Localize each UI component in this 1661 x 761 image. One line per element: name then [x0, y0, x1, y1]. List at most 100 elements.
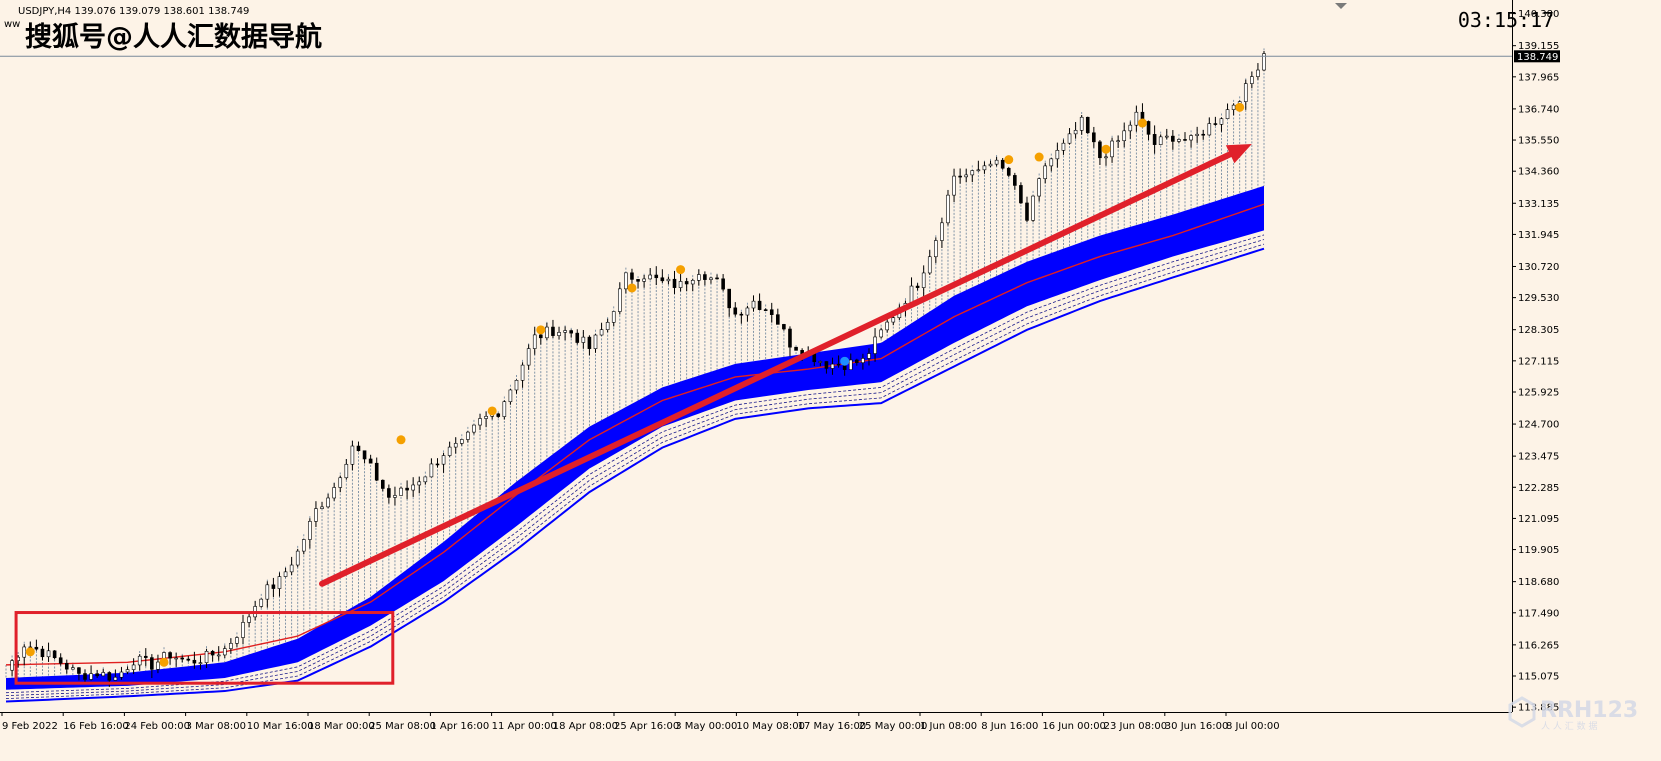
candle-body — [1098, 141, 1102, 159]
y-tick-label: 113.885 — [1518, 703, 1559, 714]
x-tick-label: 10 Mar 16:00 — [247, 721, 314, 732]
candle-body — [1049, 158, 1054, 167]
candle-body — [776, 314, 780, 325]
candle-body — [970, 170, 975, 176]
x-tick-label: 18 Mar 00:00 — [308, 721, 375, 732]
candle-body — [836, 363, 841, 366]
candle-body — [380, 479, 385, 489]
candle-body — [186, 658, 191, 661]
axis-layer: 140.380 139.155 137.965 136.740 135.550 134.3… — [0, 0, 1560, 732]
y-tick-label: 117.490 — [1518, 608, 1559, 619]
y-tick-label: 115.075 — [1518, 672, 1559, 683]
y-tick-label: 119.905 — [1518, 545, 1559, 556]
x-tick-label: 9 Feb 2022 — [2, 721, 58, 732]
candle-body — [1037, 178, 1041, 197]
x-tick-label: 25 May 00:00 — [859, 721, 928, 732]
candle-body — [1019, 185, 1023, 204]
candle-body — [1031, 195, 1035, 221]
candle-body — [137, 655, 142, 666]
candle-body — [915, 285, 920, 288]
candle-body — [1128, 124, 1133, 132]
candle-body — [466, 431, 470, 440]
candle-body — [283, 571, 288, 577]
candle-body — [569, 330, 573, 334]
candle-body — [709, 277, 713, 280]
x-tick-label: 11 Apr 00:00 — [492, 721, 557, 732]
candle-body — [697, 274, 701, 281]
candle-body — [1092, 132, 1096, 143]
candle-body — [958, 175, 962, 178]
y-tick-label: 133.135 — [1518, 199, 1559, 210]
annotation-layer — [14, 102, 1252, 685]
candle-body — [143, 655, 148, 658]
candle-body — [374, 462, 379, 481]
candle-body — [393, 495, 397, 498]
candle-body — [107, 672, 112, 681]
candle-body — [794, 346, 798, 351]
candle-body — [532, 334, 537, 349]
candle-body — [1219, 118, 1224, 125]
candle-body — [940, 222, 944, 241]
candle-body — [453, 443, 458, 448]
candle-body — [769, 309, 774, 315]
candle-body — [435, 463, 440, 466]
y-tick-label: 136.740 — [1518, 104, 1559, 115]
x-tick-label: 17 May 16:00 — [798, 721, 867, 732]
x-tick-label: 23 Jun 08:00 — [1104, 721, 1168, 732]
candle-body — [587, 336, 592, 349]
signal-dot-orange — [1101, 144, 1111, 154]
y-tick-label: 129.530 — [1518, 293, 1559, 304]
candle-body — [684, 281, 689, 285]
x-tick-label: 24 Feb 00:00 — [124, 721, 190, 732]
candle-body — [241, 622, 245, 638]
candle-body — [368, 458, 373, 464]
signal-dot-orange — [536, 325, 546, 335]
y-tick-label: 123.475 — [1518, 452, 1559, 463]
candle-body — [848, 359, 853, 370]
candle-body — [508, 389, 513, 403]
candle-body — [271, 584, 276, 589]
candle-body — [277, 576, 282, 589]
candle-body — [95, 673, 99, 677]
candle-body — [71, 667, 75, 670]
candle-body — [387, 488, 391, 498]
candle-body — [1231, 104, 1236, 110]
candle-body — [757, 300, 762, 310]
candle-body — [1243, 83, 1248, 102]
y-tick-label: 128.305 — [1518, 325, 1559, 336]
candle-body — [909, 285, 914, 304]
hexagon-logo-icon — [1508, 696, 1536, 728]
ma-dashed-line — [5, 234, 1265, 694]
candle-body — [356, 445, 361, 452]
candle-body — [745, 307, 750, 316]
candle-body — [10, 660, 14, 671]
candle-body — [593, 334, 598, 349]
candle-body — [703, 274, 707, 280]
candle-body — [235, 637, 239, 644]
candle-body — [994, 159, 999, 165]
candle-body — [1213, 123, 1218, 125]
candle-body — [690, 280, 695, 285]
candle-body — [447, 446, 452, 456]
candle-body — [265, 584, 270, 600]
signal-dot-orange — [1004, 155, 1014, 165]
candle-body — [332, 487, 336, 499]
x-tick-label: 1 Jun 08:00 — [920, 721, 977, 732]
candle-body — [751, 300, 756, 309]
trend-arrow-shaft — [319, 151, 1234, 587]
candle-body — [891, 317, 896, 323]
y-tick-label: 134.360 — [1518, 167, 1559, 178]
candle-body — [131, 664, 136, 670]
candle-body — [581, 336, 586, 343]
candle-body — [259, 598, 264, 607]
y-tick-label: 121.095 — [1518, 514, 1559, 525]
y-tick-label: 124.700 — [1518, 420, 1559, 431]
candle-body — [934, 240, 938, 258]
candle-body — [1043, 165, 1048, 179]
candle-body — [1177, 139, 1181, 142]
candle-body — [1055, 150, 1060, 160]
candle-body — [830, 363, 835, 369]
shift-marker-icon[interactable] — [1335, 3, 1347, 9]
